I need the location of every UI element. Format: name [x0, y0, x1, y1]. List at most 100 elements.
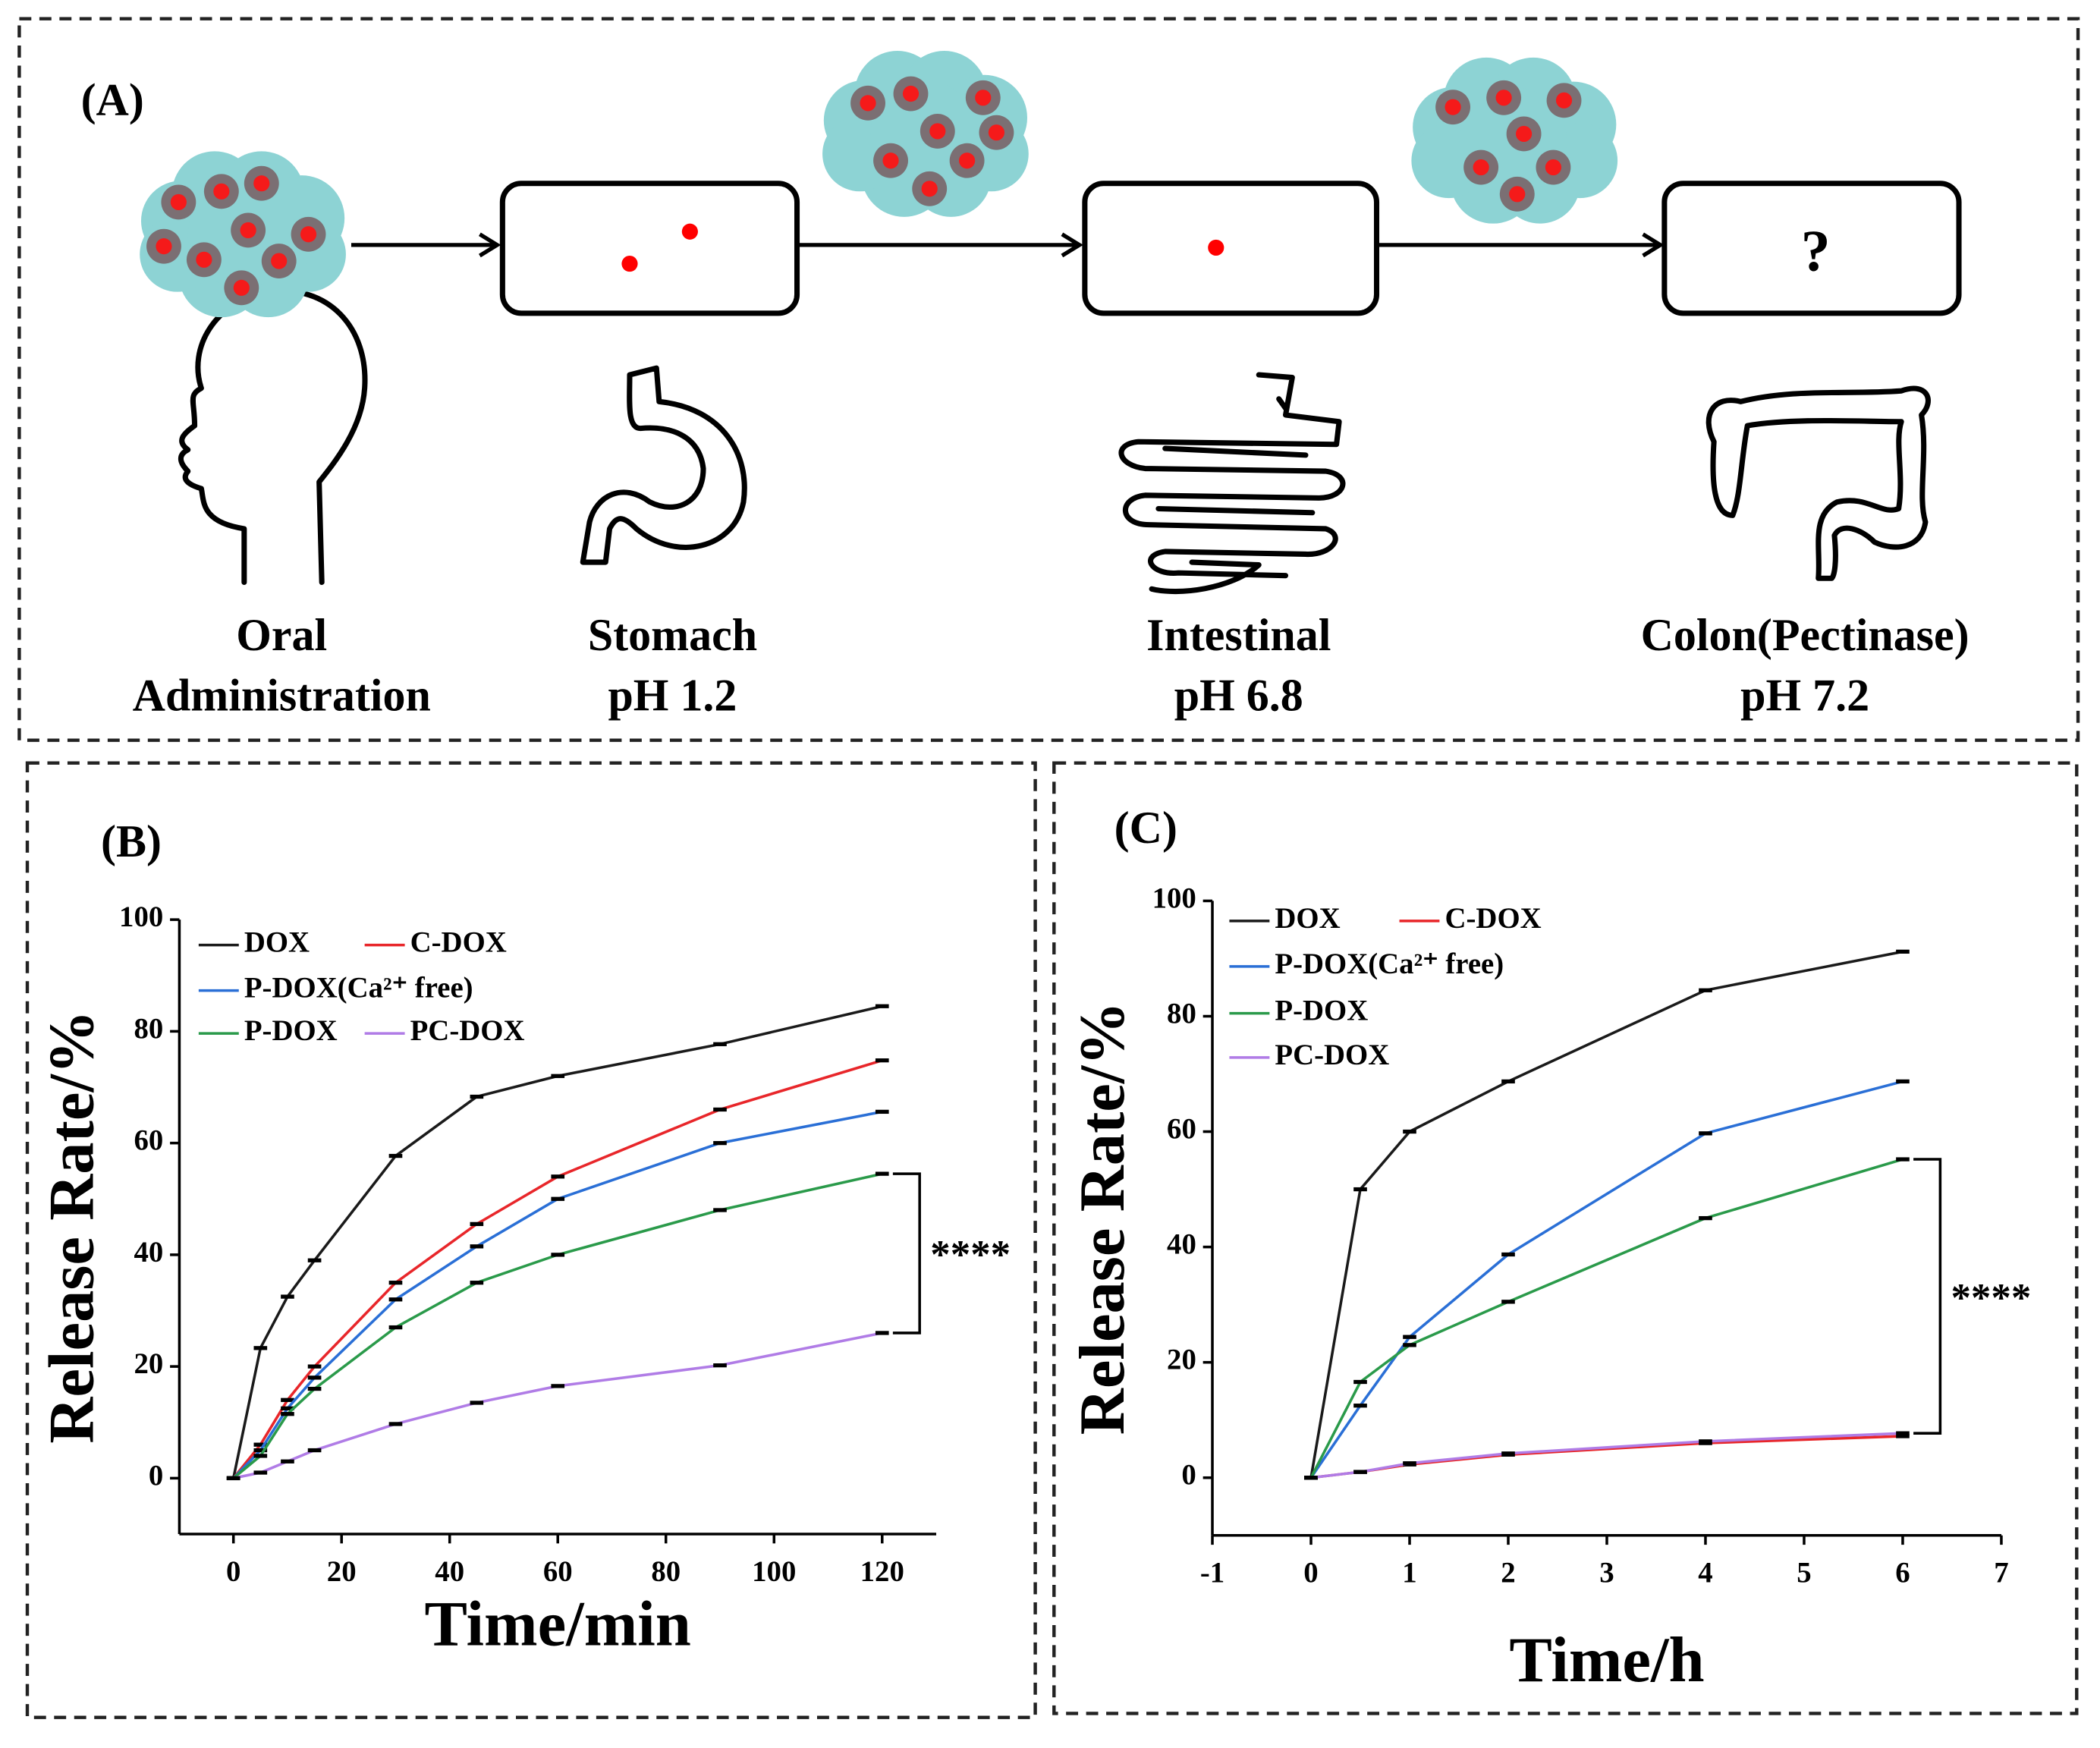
y-tick-label: 100 [1152, 882, 1196, 914]
y-tick-label: 100 [119, 901, 163, 933]
x-tick-label: 7 [1994, 1557, 2008, 1589]
data-point [1699, 1439, 1712, 1444]
data-point [388, 1422, 403, 1426]
data-point [1501, 1252, 1515, 1257]
data-point [875, 1058, 889, 1063]
y-tick-label: 60 [134, 1124, 163, 1157]
significance-bracket [892, 1172, 921, 1335]
data-point [1896, 1079, 1910, 1084]
particle-core [271, 253, 288, 269]
data-point [713, 1363, 727, 1368]
data-point [307, 1375, 322, 1380]
data-point [226, 1476, 240, 1481]
data-point [253, 1346, 268, 1350]
x-tick-label: 120 [860, 1555, 904, 1588]
particle-core [240, 222, 256, 239]
chart-title: (B) [101, 816, 162, 866]
data-point [1699, 988, 1712, 992]
question-mark: ? [1801, 218, 1831, 284]
data-point [1501, 1300, 1515, 1304]
stage-label: pH 1.2 [608, 671, 737, 721]
data-point [470, 1401, 484, 1405]
data-point [1896, 1431, 1910, 1435]
data-point [281, 1397, 294, 1402]
panel-c-frame [1052, 761, 2079, 1715]
y-axis-label: Release Rate/% [36, 1010, 107, 1443]
legend-label: DOX [1275, 902, 1340, 935]
intestine-path [1149, 396, 1316, 595]
particle-core [1509, 186, 1526, 203]
data-point [1304, 1476, 1318, 1480]
y-tick-label: 60 [1167, 1112, 1196, 1145]
y-tick-label: 40 [134, 1236, 163, 1269]
data-point [470, 1281, 484, 1285]
data-point [388, 1281, 403, 1285]
y-tick-label: 80 [134, 1012, 163, 1045]
chart: (C) 0 20 40 60 80 100 -1 0 1 2 3 4 5 6 7 Time/h Release R… [1067, 803, 2031, 1696]
data-point [875, 1171, 889, 1176]
particle-core [882, 152, 899, 169]
particle-core [253, 175, 270, 192]
data-point [1403, 1335, 1416, 1339]
intestine-path [1118, 372, 1346, 579]
legend-label: C-DOX [1445, 902, 1541, 935]
series-line [1309, 1080, 1904, 1479]
panel-b-frame [25, 761, 1037, 1719]
particle-core [196, 251, 212, 268]
data-point [253, 1448, 268, 1453]
data-point [875, 1109, 889, 1115]
stage-label: Administration [133, 671, 431, 721]
data-point [253, 1454, 268, 1458]
panel-a-frame [17, 17, 2080, 742]
legend-label: DOX [244, 926, 310, 959]
data-point [388, 1297, 403, 1302]
stage-label: Stomach [588, 610, 757, 660]
data-point [253, 1442, 268, 1447]
colon-icon [1705, 385, 1931, 581]
data-point [1896, 1434, 1910, 1438]
particle-core [959, 152, 976, 169]
y-axis-label: Release Rate/% [1067, 1001, 1138, 1435]
x-tick-label: -1 [1200, 1557, 1224, 1589]
data-point [1699, 1131, 1712, 1136]
particle-core [860, 95, 876, 112]
particle-core [988, 124, 1005, 141]
arrow [351, 232, 501, 258]
x-tick-label: 1 [1402, 1557, 1416, 1589]
data-point [1896, 1157, 1910, 1162]
data-point [470, 1244, 484, 1249]
data-point [551, 1253, 565, 1257]
x-tick-label: 0 [226, 1555, 240, 1588]
chart-title: (C) [1114, 803, 1177, 853]
particle-core [975, 90, 992, 106]
stage-label: Oral [236, 610, 327, 660]
x-tick-label: 6 [1895, 1557, 1910, 1589]
stage-label: pH 6.8 [1174, 671, 1303, 721]
x-tick-label: 60 [543, 1555, 573, 1588]
data-point [551, 1074, 565, 1078]
data-point [1403, 1461, 1416, 1466]
data-point [1699, 1215, 1712, 1221]
data-point [551, 1196, 565, 1201]
panel-label: (A) [81, 74, 144, 124]
data-point [551, 1384, 565, 1388]
data-point [388, 1153, 403, 1159]
chart: (B) 0 20 40 60 80 100 0 20 40 60 80 100 120 Time/min Re… [36, 816, 1011, 1660]
data-point [253, 1470, 268, 1475]
stage-label: Intestinal [1146, 610, 1331, 660]
arrow [1376, 232, 1665, 258]
stage-box [1661, 181, 1962, 316]
stage-label: Colon(Pectinase) [1641, 610, 1970, 660]
particle-core [929, 123, 946, 140]
data-point [281, 1406, 294, 1410]
particle-core [1495, 90, 1512, 106]
data-point [388, 1325, 403, 1330]
x-tick-label: 80 [651, 1555, 681, 1588]
particle-core [1516, 125, 1533, 143]
x-tick-label: 20 [327, 1555, 357, 1588]
y-tick-label: 40 [1167, 1228, 1196, 1261]
x-tick-label: 3 [1599, 1557, 1614, 1589]
data-point [1501, 1451, 1515, 1456]
data-point [281, 1459, 294, 1463]
